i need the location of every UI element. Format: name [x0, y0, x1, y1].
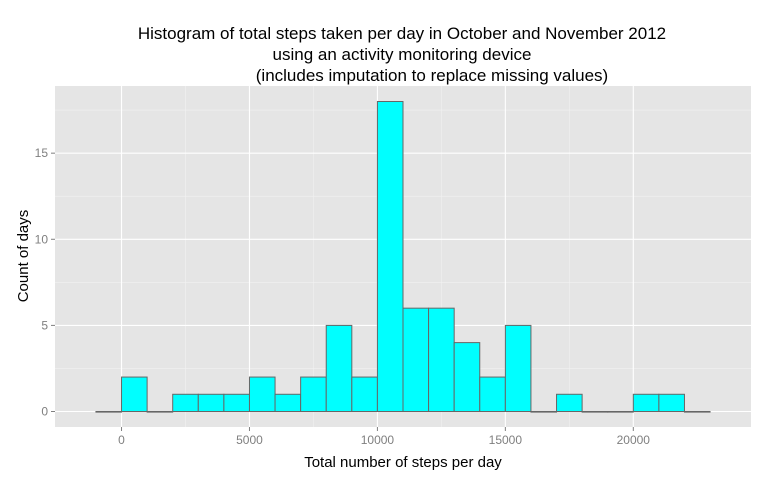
x-tick-label: 10000	[361, 433, 395, 447]
histogram-bar	[632, 393, 660, 412]
histogram-bar	[95, 411, 123, 413]
axis-ticks	[51, 152, 634, 431]
histogram-bar	[479, 376, 506, 412]
histogram-bars	[95, 101, 711, 413]
y-tick-label: 15	[35, 146, 49, 160]
histogram-bar	[248, 376, 276, 412]
chart-title-line-1: Histogram of total steps taken per day i…	[138, 24, 666, 43]
y-tick-label: 10	[35, 232, 49, 246]
histogram-bar	[402, 307, 430, 412]
y-tick-label: 5	[41, 318, 48, 332]
histogram-bar	[530, 411, 558, 413]
chart-title-line-3: (includes imputation to replace missing …	[256, 66, 608, 85]
histogram-bar	[325, 324, 353, 412]
histogram-bar	[197, 393, 225, 412]
x-tick-label: 15000	[489, 433, 523, 447]
histogram-bar	[274, 393, 302, 412]
histogram-bar	[146, 411, 174, 413]
chart-title: Histogram of total steps taken per day i…	[138, 24, 666, 85]
y-tick-label: 0	[41, 405, 48, 419]
y-axis-title: Count of days	[15, 210, 32, 303]
histogram-bar	[172, 393, 199, 412]
histogram-bar	[300, 376, 327, 412]
histogram-bar	[504, 324, 532, 412]
histogram-bar	[607, 411, 634, 413]
chart-title-line-2: using an activity monitoring device	[273, 45, 532, 64]
histogram-bar	[581, 411, 609, 413]
x-tick-label: 0	[118, 433, 125, 447]
x-tick-label: 20000	[617, 433, 651, 447]
y-axis-tick-labels: 0 5 10 15	[35, 146, 49, 418]
histogram-bar	[351, 376, 378, 412]
histogram-bar	[428, 307, 455, 412]
histogram-bar	[223, 393, 250, 412]
histogram-bar	[556, 393, 583, 412]
x-axis-tick-labels: 0 5000 10000 15000 20000	[118, 433, 650, 447]
histogram-bar	[658, 393, 685, 412]
x-tick-label: 5000	[236, 433, 263, 447]
histogram-bar	[453, 342, 481, 412]
histogram-bar	[121, 376, 148, 412]
x-axis-title: Total number of steps per day	[304, 454, 502, 471]
histogram-bar	[376, 101, 404, 412]
histogram-bar	[683, 411, 711, 413]
